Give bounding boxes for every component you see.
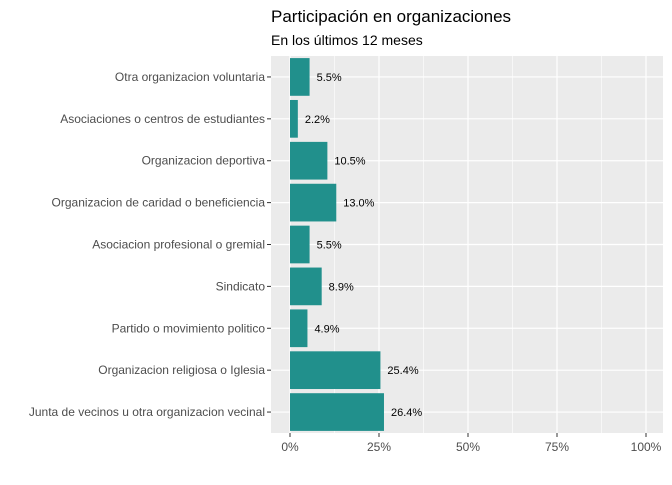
bar [290, 183, 337, 222]
data-label: 5.5% [317, 72, 342, 84]
data-label: 10.5% [334, 156, 365, 168]
y-tick-label: Asociacion profesional o gremial [92, 238, 265, 252]
x-tick-label: 75% [545, 440, 569, 454]
chart-title: Participación en organizaciones [271, 7, 511, 26]
bar [290, 267, 322, 306]
bar [290, 99, 298, 138]
x-tick-label: 50% [456, 440, 480, 454]
y-tick-label: Organizacion de caridad o beneficiencia [52, 196, 266, 210]
data-label: 8.9% [329, 281, 354, 293]
y-tick-label: Asociaciones o centros de estudiantes [60, 112, 265, 126]
bar [290, 141, 328, 180]
major-gridlines [271, 56, 663, 433]
bar [290, 351, 381, 390]
data-label: 26.4% [391, 407, 422, 419]
bar [290, 309, 308, 348]
data-label: 4.9% [314, 323, 339, 335]
data-label: 13.0% [343, 198, 374, 210]
y-tick-label: Organizacion religiosa o Iglesia [98, 363, 265, 377]
y-tick-label: Junta de vecinos u otra organizacion vec… [29, 405, 265, 419]
chart-subtitle: En los últimos 12 meses [271, 32, 423, 48]
data-labels: 5.5% 2.2% 10.5% 13.0% 5.5% 8.9% 4.9% 25.4% 26.4% [305, 72, 423, 419]
y-tick-label: Otra organizacion voluntaria [115, 70, 265, 84]
x-tick-label: 25% [367, 440, 391, 454]
x-axis: 0% 25% 50% 75% 100% [281, 433, 662, 454]
y-tick-label: Organizacion deportiva [142, 154, 266, 168]
bar [290, 225, 310, 264]
data-label: 25.4% [387, 365, 418, 377]
bar [290, 58, 310, 96]
y-tick-label: Partido o movimiento politico [112, 321, 266, 335]
y-axis: Otra organizacion voluntaria Asociaciones… [29, 70, 271, 419]
x-tick-label: 100% [631, 440, 662, 454]
y-tick-label: Sindicato [216, 279, 266, 293]
data-label: 2.2% [305, 114, 330, 126]
bar [290, 393, 384, 431]
data-label: 5.5% [317, 240, 342, 252]
x-tick-label: 0% [281, 440, 299, 454]
bars [290, 58, 384, 431]
